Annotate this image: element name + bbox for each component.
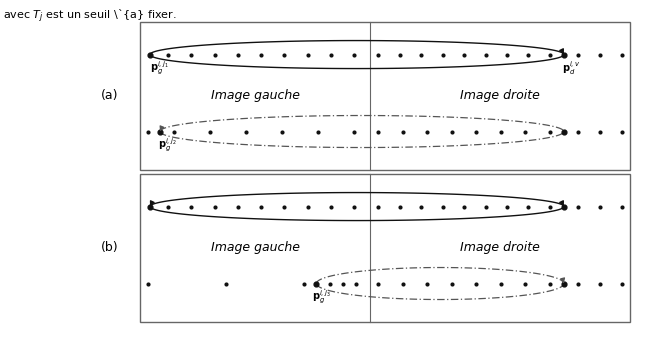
Point [544, 204, 555, 209]
Point [279, 204, 289, 209]
Point [459, 52, 469, 57]
Point [572, 204, 583, 209]
Point [209, 52, 220, 57]
Point [520, 281, 531, 286]
Point [143, 129, 153, 134]
Text: $\mathbf{p}_g^{i,j_3}$: $\mathbf{p}_g^{i,j_3}$ [312, 289, 331, 306]
Point [299, 281, 310, 286]
Point [143, 281, 153, 286]
Point [559, 204, 569, 209]
Point [595, 129, 605, 134]
Text: $\mathbf{p}_d^{i,v}$: $\mathbf{p}_d^{i,v}$ [562, 60, 580, 77]
Point [572, 129, 583, 134]
Point [256, 204, 267, 209]
Point [313, 129, 323, 134]
Point [523, 52, 533, 57]
Point [163, 52, 173, 57]
Point [349, 129, 359, 134]
Point [325, 281, 336, 286]
Point [373, 129, 383, 134]
Point [559, 129, 569, 134]
Point [617, 204, 627, 209]
Text: Image droite: Image droite [460, 89, 540, 103]
Point [256, 52, 267, 57]
Point [502, 52, 512, 57]
Point [349, 52, 359, 57]
Point [447, 129, 457, 134]
Point [241, 129, 251, 134]
Point [502, 204, 512, 209]
Text: avec $T_j$ est un seuil \`{a} fixer.: avec $T_j$ est un seuil \`{a} fixer. [3, 8, 177, 25]
Point [437, 204, 448, 209]
Point [209, 204, 220, 209]
Point [373, 281, 383, 286]
Point [163, 204, 173, 209]
Point [572, 52, 583, 57]
Point [186, 52, 196, 57]
Point [416, 204, 426, 209]
Point [617, 281, 627, 286]
Point [145, 204, 155, 209]
Point [338, 281, 349, 286]
Point [373, 52, 383, 57]
Point [398, 129, 408, 134]
Point [595, 204, 605, 209]
Point [481, 52, 491, 57]
Point [544, 52, 555, 57]
Point [221, 281, 231, 286]
Point [617, 129, 627, 134]
Point [496, 129, 506, 134]
Point [398, 281, 408, 286]
Point [481, 204, 491, 209]
Point [416, 52, 426, 57]
Bar [140, 174, 630, 322]
Point [155, 129, 165, 134]
Point [277, 129, 288, 134]
Point [559, 281, 569, 286]
Point [303, 52, 313, 57]
Text: Image gauche: Image gauche [211, 89, 300, 103]
Point [145, 52, 155, 57]
Point [326, 52, 336, 57]
Point [544, 281, 555, 286]
Point [233, 52, 243, 57]
Point [447, 281, 457, 286]
Point [595, 52, 605, 57]
Point [349, 204, 359, 209]
Point [303, 204, 313, 209]
Point [523, 204, 533, 209]
Text: Image gauche: Image gauche [211, 242, 300, 254]
Point [394, 52, 405, 57]
Point [544, 129, 555, 134]
Point [311, 281, 321, 286]
Point [279, 52, 289, 57]
Point [520, 129, 531, 134]
Text: $\mathbf{p}_g^{i,j_2}$: $\mathbf{p}_g^{i,j_2}$ [158, 136, 177, 154]
Text: (a): (a) [101, 89, 119, 103]
Point [595, 281, 605, 286]
Point [559, 52, 569, 57]
Text: (b): (b) [101, 242, 119, 254]
Point [572, 281, 583, 286]
Point [233, 204, 243, 209]
Point [496, 281, 506, 286]
Point [459, 204, 469, 209]
Point [351, 281, 361, 286]
Text: Image droite: Image droite [460, 242, 540, 254]
Point [422, 129, 432, 134]
Point [373, 204, 383, 209]
Point [205, 129, 215, 134]
Point [422, 281, 432, 286]
Bar [140, 22, 630, 170]
Point [169, 129, 179, 134]
Point [471, 129, 482, 134]
Point [471, 281, 482, 286]
Point [437, 52, 448, 57]
Point [326, 204, 336, 209]
Text: $\mathbf{p}_g^{i,j_1}$: $\mathbf{p}_g^{i,j_1}$ [150, 60, 169, 77]
Point [186, 204, 196, 209]
Point [394, 204, 405, 209]
Point [617, 52, 627, 57]
